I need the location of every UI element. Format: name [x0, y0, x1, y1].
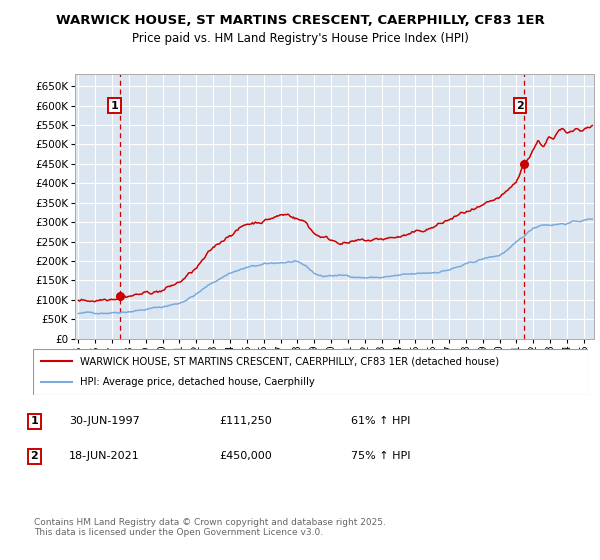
Text: 1: 1 [31, 416, 38, 426]
Text: 1: 1 [110, 101, 118, 110]
FancyBboxPatch shape [33, 349, 588, 395]
Text: 61% ↑ HPI: 61% ↑ HPI [351, 416, 410, 426]
Text: WARWICK HOUSE, ST MARTINS CRESCENT, CAERPHILLY, CF83 1ER (detached house): WARWICK HOUSE, ST MARTINS CRESCENT, CAER… [80, 356, 499, 366]
Text: Contains HM Land Registry data © Crown copyright and database right 2025.
This d: Contains HM Land Registry data © Crown c… [34, 518, 386, 538]
Text: 75% ↑ HPI: 75% ↑ HPI [351, 451, 410, 461]
Text: 2: 2 [31, 451, 38, 461]
Text: Price paid vs. HM Land Registry's House Price Index (HPI): Price paid vs. HM Land Registry's House … [131, 32, 469, 45]
Text: HPI: Average price, detached house, Caerphilly: HPI: Average price, detached house, Caer… [80, 377, 315, 388]
Text: 2: 2 [516, 101, 524, 110]
Text: £450,000: £450,000 [219, 451, 272, 461]
Text: £111,250: £111,250 [219, 416, 272, 426]
Text: 18-JUN-2021: 18-JUN-2021 [69, 451, 140, 461]
Text: WARWICK HOUSE, ST MARTINS CRESCENT, CAERPHILLY, CF83 1ER: WARWICK HOUSE, ST MARTINS CRESCENT, CAER… [56, 14, 544, 27]
Text: 30-JUN-1997: 30-JUN-1997 [69, 416, 140, 426]
